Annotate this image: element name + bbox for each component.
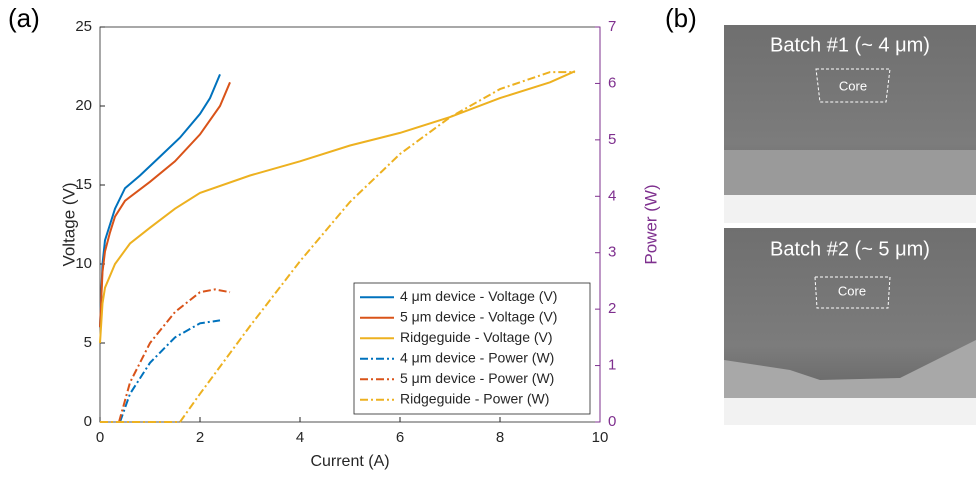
y-tick-label: 20 bbox=[75, 97, 92, 114]
sem-image: Batch #1 (~ 4 μm) Core bbox=[724, 25, 976, 223]
x-tick-label: 2 bbox=[196, 429, 204, 446]
series-line bbox=[100, 71, 575, 423]
sem-etch bbox=[724, 150, 976, 195]
y2-axis-label: Power (W) bbox=[641, 184, 660, 264]
series-line bbox=[99, 70, 576, 344]
y-tick-label: 25 bbox=[75, 18, 92, 35]
legend-label: 5 μm device - Power (W) bbox=[400, 370, 554, 386]
panel-label: (b) bbox=[665, 3, 697, 33]
series-line bbox=[99, 81, 231, 328]
x-tick-label: 10 bbox=[592, 429, 609, 446]
image-label: Batch #2 (~ 5 μm) bbox=[770, 238, 930, 260]
x-tick-label: 6 bbox=[396, 429, 404, 446]
y2-tick-label: 4 bbox=[608, 187, 616, 204]
y-tick-label: 0 bbox=[84, 413, 92, 430]
legend-label: 5 μm device - Voltage (V) bbox=[400, 308, 557, 324]
series-line bbox=[99, 74, 221, 328]
y-axis-label: Voltage (V) bbox=[59, 182, 78, 266]
sem-image: Batch #2 (~ 5 μm) Core bbox=[724, 228, 976, 425]
y2-tick-label: 0 bbox=[608, 413, 616, 430]
x-axis-label: Current (A) bbox=[310, 453, 389, 470]
x-tick-label: 0 bbox=[96, 429, 104, 446]
y2-tick-label: 5 bbox=[608, 131, 616, 148]
legend-label: Ridgeguide - Power (W) bbox=[400, 390, 549, 406]
panel-label: (a) bbox=[8, 3, 40, 33]
core-label: Core bbox=[839, 78, 867, 93]
sem-infobar bbox=[724, 398, 976, 425]
x-tick-label: 8 bbox=[496, 429, 504, 446]
legend-label: Ridgeguide - Voltage (V) bbox=[400, 329, 553, 345]
legend-box bbox=[353, 282, 591, 415]
series-line bbox=[119, 319, 221, 423]
legend-label: 4 μm device - Voltage (V) bbox=[400, 288, 557, 304]
sem-etch bbox=[724, 340, 976, 398]
y-tick-label: 5 bbox=[84, 334, 92, 351]
y2-tick-label: 1 bbox=[608, 357, 616, 374]
y-tick-label: 10 bbox=[75, 255, 92, 272]
y2-tick-label: 3 bbox=[608, 244, 616, 261]
sem-infobar bbox=[724, 195, 976, 223]
core-outline bbox=[814, 276, 891, 309]
y2-tick-label: 2 bbox=[608, 300, 616, 317]
core-label: Core bbox=[838, 283, 866, 298]
y2-tick-label: 7 bbox=[608, 18, 616, 35]
x-tick-label: 4 bbox=[296, 429, 304, 446]
legend-label: 4 μm device - Power (W) bbox=[400, 349, 554, 365]
y2-tick-label: 6 bbox=[608, 74, 616, 91]
core-outline bbox=[815, 68, 891, 103]
series-line bbox=[118, 288, 231, 423]
y-tick-label: 15 bbox=[75, 176, 92, 193]
image-label: Batch #1 (~ 4 μm) bbox=[770, 34, 930, 56]
